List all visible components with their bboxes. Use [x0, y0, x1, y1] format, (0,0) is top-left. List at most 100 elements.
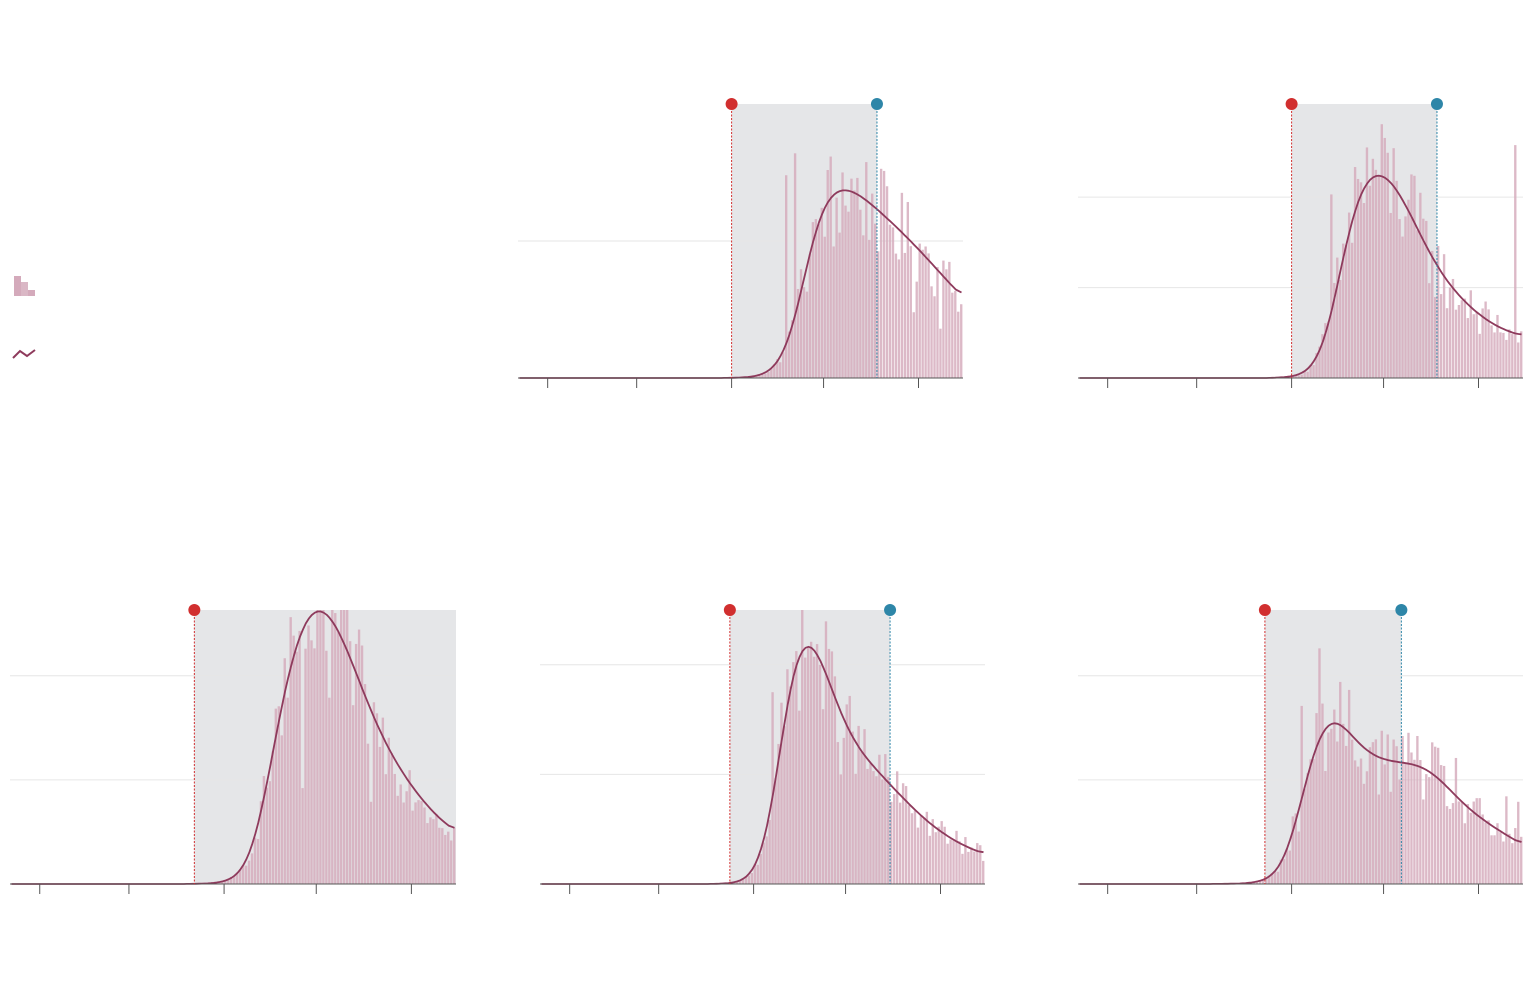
- histogram-bar: [1377, 176, 1380, 378]
- histogram-bar: [1383, 137, 1386, 378]
- histogram-bar: [1374, 169, 1378, 378]
- histogram-bar: [447, 831, 450, 884]
- histogram-bar: [1422, 799, 1425, 884]
- histogram-bar: [1347, 689, 1351, 884]
- histogram-bar: [1392, 148, 1395, 378]
- histogram-bar: [1353, 167, 1357, 378]
- histogram-bar: [865, 162, 868, 378]
- histogram-bar: [922, 817, 926, 884]
- histogram-bar: [777, 743, 780, 884]
- histogram-bar: [1327, 321, 1330, 378]
- histogram-bar: [903, 252, 907, 378]
- histogram-bar: [1365, 147, 1369, 378]
- histogram-bar: [1371, 158, 1375, 378]
- histogram-bar: [1303, 371, 1306, 378]
- histogram-bar: [399, 784, 402, 884]
- histogram-bar: [838, 232, 841, 378]
- histogram-bar: [1460, 300, 1464, 378]
- histogram-bar: [343, 610, 346, 884]
- histogram-bar: [735, 881, 739, 884]
- histogram-bar: [1496, 823, 1499, 884]
- histogram-bar: [887, 776, 890, 884]
- histogram-bar: [918, 243, 921, 378]
- histogram-bar: [853, 190, 856, 378]
- histogram-bar: [862, 235, 865, 378]
- histogram-bar: [1475, 798, 1478, 884]
- histogram-bar: [814, 219, 818, 378]
- histogram-bar: [1267, 875, 1271, 884]
- histogram-bar: [247, 860, 251, 884]
- histogram-bar: [1336, 741, 1339, 884]
- histogram-bar: [872, 771, 875, 884]
- histogram-bar: [909, 246, 912, 378]
- histogram-bar: [842, 737, 845, 884]
- chart-panel-top-right: [1078, 98, 1523, 388]
- histogram-bar: [1469, 290, 1472, 378]
- histogram-bar: [1398, 779, 1401, 884]
- histogram-bar: [952, 840, 955, 884]
- histogram-bar: [1413, 175, 1416, 378]
- histogram-bar: [426, 823, 429, 884]
- histogram-bar: [256, 839, 260, 884]
- histogram-bar: [863, 729, 866, 884]
- histogram-bar: [1383, 764, 1386, 884]
- histogram-bar: [901, 783, 905, 884]
- histogram-bar: [1511, 334, 1514, 378]
- histogram-bar: [331, 610, 334, 884]
- histogram-bar: [934, 832, 937, 884]
- histogram-bar: [826, 170, 829, 378]
- histogram-bar: [1300, 705, 1303, 884]
- histogram-bar: [438, 827, 441, 884]
- histogram-bar: [1431, 742, 1434, 884]
- histogram-bar: [910, 813, 914, 884]
- chart-panel-top-center: [518, 98, 963, 388]
- histogram-bar: [1368, 185, 1372, 378]
- histogram-bar: [1419, 760, 1422, 884]
- histogram-bar: [334, 613, 337, 884]
- start-marker-dot: [1258, 604, 1271, 616]
- histogram-bar: [1401, 236, 1404, 378]
- histogram-bar: [1285, 848, 1289, 884]
- histogram-bar: [793, 153, 797, 378]
- histogram-bar: [830, 651, 834, 884]
- histogram-bar: [900, 192, 904, 378]
- histogram-bar: [1362, 783, 1366, 884]
- histogram-bar: [1398, 219, 1401, 378]
- histogram-bar: [1380, 124, 1383, 378]
- histogram-bar: [967, 851, 970, 884]
- histogram-bar: [1442, 254, 1446, 378]
- histogram-bar: [835, 197, 838, 378]
- histogram-bar: [1309, 364, 1312, 378]
- histogram-bar: [787, 331, 791, 378]
- histogram-bar: [839, 774, 842, 884]
- histogram-bar: [1327, 732, 1330, 884]
- histogram-bar: [1359, 182, 1363, 378]
- histogram-bar: [283, 658, 286, 884]
- histogram-bar: [824, 621, 828, 884]
- histogram-bar: [798, 710, 801, 884]
- start-marker-dot: [723, 604, 736, 616]
- histogram-bar: [795, 651, 798, 884]
- histogram-bar: [808, 254, 812, 378]
- histogram-bar: [262, 776, 266, 884]
- histogram-bar: [1273, 871, 1277, 884]
- histogram-bar: [802, 287, 806, 378]
- histogram-bar: [811, 222, 815, 378]
- histogram-bar: [924, 246, 927, 378]
- histogram-bar: [964, 837, 967, 884]
- histogram-bar: [1407, 732, 1410, 884]
- histogram-bar: [390, 753, 393, 884]
- start-marker-dot: [725, 98, 738, 110]
- histogram-bar: [1333, 709, 1336, 884]
- histogram-bar: [328, 697, 331, 884]
- histogram-bar: [1339, 279, 1342, 378]
- histogram-bar: [1309, 759, 1312, 884]
- histogram-icon: [14, 276, 35, 296]
- histogram-bar: [1333, 282, 1336, 378]
- histogram-bar: [360, 645, 364, 884]
- histogram-bar: [224, 880, 227, 884]
- histogram-bar: [786, 669, 789, 884]
- histogram-bar: [871, 193, 874, 378]
- histogram-bar: [1342, 243, 1345, 378]
- histogram-bar: [319, 610, 322, 884]
